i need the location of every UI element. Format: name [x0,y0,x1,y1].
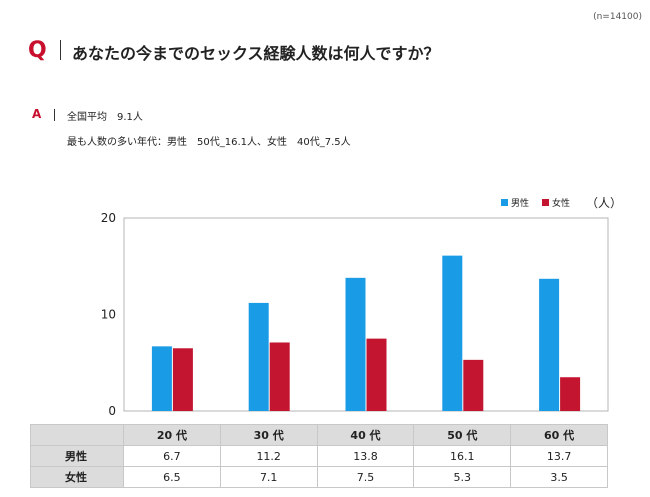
bar-female-30代 [269,342,290,411]
plot-frame [123,217,609,412]
answer-divider [54,109,55,121]
legend-female-swatch [542,199,549,206]
legend-male-label: 男性 [511,199,530,209]
bar-male-50代 [442,255,463,411]
legend-male-swatch [501,199,508,206]
table-cell: 7.5 [316,466,415,488]
table-cell: 11.2 [219,445,318,467]
y-axis: 0 10 20 [101,211,116,418]
table-row-male: 男性 6.7 11.2 13.8 16.1 13.7 [30,445,608,467]
table-cell: 7.1 [219,466,318,488]
table-header-cell: 40 代 [316,424,415,446]
bar-female-20代 [172,348,193,411]
table-cell: 5.3 [413,466,512,488]
y-tick-label: 20 [101,211,116,225]
answer-mark: A [32,107,42,121]
bar-female-60代 [560,377,581,411]
unit-label: （人） [586,196,623,210]
table-corner [30,424,124,446]
sample-size: (n=14100) [593,12,642,22]
table-header-row: 20 代 30 代 40 代 50 代 60 代 [30,424,608,446]
bar-male-40代 [345,277,366,411]
question-text: あなたの今までのセックス経験人数は何人ですか？ [72,44,440,63]
data-table: 20 代 30 代 40 代 50 代 60 代 男性 6.7 11.2 13.… [30,424,608,488]
answer-average: 全国平均 9.1人 [67,112,143,123]
table-header-cell: 20 代 [123,424,221,446]
table-row-female: 女性 6.5 7.1 7.5 5.3 3.5 [30,466,608,488]
y-tick-label: 10 [101,308,116,322]
table-cell: 3.5 [510,466,608,488]
y-tick-label: 0 [108,404,116,418]
table-cell: 16.1 [413,445,512,467]
bar-male-30代 [248,302,269,411]
table-cell: 13.8 [316,445,415,467]
bar-female-50代 [463,359,484,411]
bar-male-60代 [539,278,560,411]
bars [151,255,581,411]
legend-female: 女性 [542,196,570,209]
table-header-cell: 30 代 [219,424,318,446]
question-mark: Q [28,38,47,63]
row-label: 女性 [30,466,124,488]
legend-female-label: 女性 [552,199,571,209]
bar-male-20代 [151,346,172,411]
question-divider [60,40,61,60]
bar-chart: 0 10 20 [101,211,609,418]
table-cell: 13.7 [510,445,608,467]
table-cell: 6.7 [123,445,221,467]
bar-female-40代 [366,338,387,411]
legend-male: 男性 [501,196,529,209]
answer-peak: 最も人数の多い年代：男性 50代_16.1人、女性 40代_7.5人 [67,137,351,148]
table-cell: 6.5 [123,466,221,488]
table-header-cell: 50 代 [413,424,512,446]
table-header-cell: 60 代 [510,424,608,446]
row-label: 男性 [30,445,124,467]
